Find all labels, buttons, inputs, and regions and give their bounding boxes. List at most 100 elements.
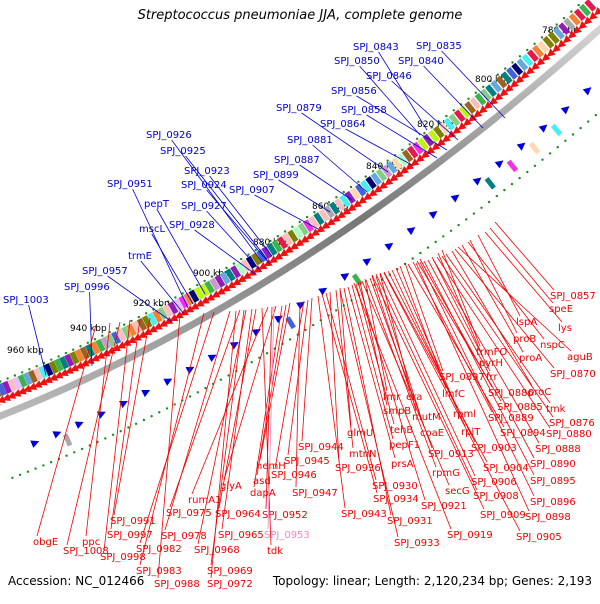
- scale-dot: [127, 426, 130, 429]
- scale-dot: [123, 323, 126, 326]
- gene-label-forward: SPJ_0879: [276, 103, 322, 114]
- gene-label-forward: SPJ_1003: [3, 295, 49, 306]
- gene-arrow-reverse: [159, 319, 169, 327]
- gene-label-reverse: SPJ_0931: [387, 516, 433, 527]
- gene-arrow-reverse: [90, 354, 100, 362]
- gene-arrow-reverse: [452, 126, 462, 135]
- cog-color-box: [532, 44, 545, 58]
- cog-color-box: [157, 306, 169, 321]
- leader-line: [295, 301, 301, 488]
- cog-color-box: [141, 315, 153, 329]
- gene-label-reverse: mutM: [412, 412, 441, 423]
- scale-dot: [11, 476, 14, 479]
- gene-label-forward: SPJ_0923: [184, 166, 230, 177]
- gene-arrow-forward: [52, 431, 62, 439]
- gene-label-reverse: SPJ_0946: [271, 470, 317, 481]
- gene-arrow-reverse: [227, 281, 236, 289]
- leader-line: [206, 189, 271, 265]
- gene-label-forward: trmE: [128, 251, 152, 262]
- gene-arrow-reverse: [253, 265, 263, 273]
- leader-line: [461, 244, 524, 353]
- cog-color-box: [584, 0, 597, 12]
- scale-dot: [240, 257, 243, 261]
- gene-label-reverse: SPJ_0978: [161, 531, 207, 542]
- gene-label-forward: SPJ_0951: [107, 179, 153, 190]
- cog-color-box: [7, 378, 18, 392]
- cog-color-box: [173, 298, 184, 312]
- scale-dot: [150, 415, 153, 418]
- gene-label-reverse: trmFO: [476, 347, 507, 358]
- gene-arrow-reverse: [33, 380, 43, 388]
- gene-arrow-reverse: [483, 101, 493, 110]
- cog-color-box: [500, 71, 513, 85]
- genome-backbone: [0, 24, 600, 420]
- gene-label-reverse: SPJ_0889: [488, 413, 534, 424]
- scale-dot: [173, 403, 176, 406]
- gene-label-reverse: secG: [445, 486, 470, 497]
- gene-label-reverse: SPJ_0965: [218, 530, 264, 541]
- gene-arrow-forward: [96, 411, 106, 419]
- scale-dot: [548, 29, 551, 33]
- leader-line: [206, 210, 261, 271]
- scale-dot: [357, 180, 360, 183]
- scale-dot: [115, 327, 119, 330]
- topology-length-genes-text: Topology: linear; Length: 2,120,234 bp; …: [272, 574, 592, 588]
- gene-label-reverse: SPJ_0897: [439, 372, 485, 383]
- gene-arrow-forward: [229, 342, 239, 350]
- gene-label-reverse: glmU: [347, 428, 373, 439]
- gene-label-reverse: SPJ_0876: [549, 418, 595, 429]
- leader-line: [28, 304, 47, 376]
- scale-dot: [188, 288, 192, 291]
- leader-line: [339, 287, 352, 428]
- gene-label-forward: SPJ_0835: [416, 41, 462, 52]
- cog-color-box: [12, 376, 23, 390]
- leader-line: [355, 283, 395, 425]
- gene-arrow-forward: [340, 273, 350, 281]
- cog-color-box: [568, 13, 581, 26]
- leader-line: [454, 248, 555, 369]
- scale-dot: [349, 185, 353, 189]
- cog-color-box: [152, 309, 163, 323]
- cog-color-box: [214, 274, 226, 288]
- cog-color-box: [433, 125, 445, 139]
- gene-arrow-reverse: [153, 322, 163, 330]
- gene-arrow-reverse: [28, 382, 38, 390]
- cog-color-box: [339, 194, 351, 208]
- cog-color-box: [131, 320, 142, 334]
- gene-label-reverse: hemH: [256, 461, 286, 472]
- leader-line: [164, 310, 231, 531]
- scale-dot: [158, 411, 161, 414]
- leader-line: [407, 263, 505, 428]
- gene-label-reverse: SPJ_0964: [215, 509, 261, 520]
- gene-label-reverse: rplT: [461, 427, 481, 438]
- cog-color-box: [308, 215, 320, 229]
- scale-dot: [304, 328, 307, 332]
- gene-label-reverse: SPJ_0880: [546, 429, 592, 440]
- scale-dot: [540, 36, 544, 39]
- gene-label-reverse: era: [406, 392, 422, 403]
- gene-label-reverse: SPJ_0933: [394, 538, 440, 549]
- gene-arrow-reverse: [0, 395, 6, 404]
- gene-arrow-reverse: [316, 224, 326, 233]
- scale-dot: [487, 200, 491, 204]
- gene-arrow-reverse: [17, 386, 27, 395]
- gene-arrow-reverse: [75, 361, 85, 369]
- gene-arrow-reverse: [49, 373, 59, 381]
- scale-dot: [174, 296, 177, 299]
- leader-line: [361, 280, 450, 486]
- scale-dot: [269, 239, 272, 243]
- gene-label-forward: SPJ_0899: [253, 170, 299, 181]
- gene-label-reverse: SPJ_0944: [298, 442, 344, 453]
- cog-color-box: [511, 62, 524, 76]
- gene-arrow-reverse: [505, 83, 514, 93]
- cog-color-box: [28, 369, 38, 384]
- cog-color-box: [230, 265, 242, 279]
- scale-dot: [42, 464, 45, 467]
- kbp-tick-label: 940 kbp: [70, 324, 107, 334]
- scale-dot: [518, 55, 522, 58]
- gene-label-forward: pepT: [144, 199, 170, 210]
- gene-arrow-reverse: [515, 75, 525, 84]
- cog-color-box: [183, 292, 195, 306]
- leader-line: [391, 80, 459, 141]
